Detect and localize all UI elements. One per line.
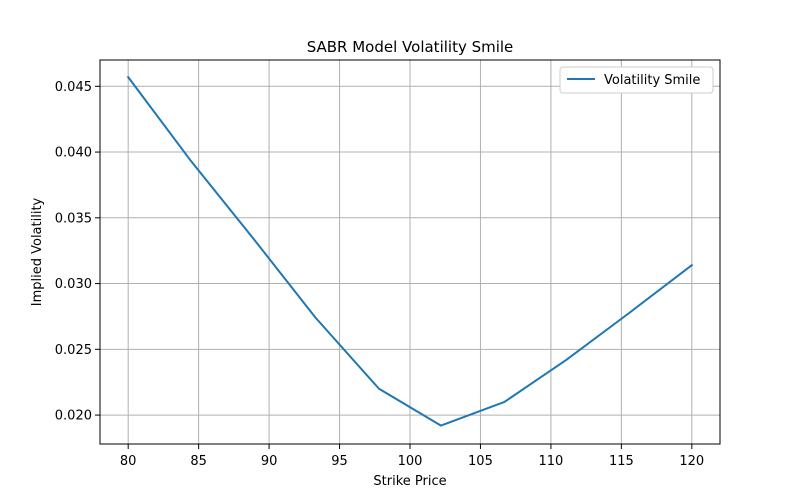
y-tick-label: 0.030 xyxy=(55,277,92,292)
chart-title: SABR Model Volatility Smile xyxy=(307,38,514,56)
legend-box xyxy=(559,66,714,94)
ticks-layer: 80 85 90 95 100 105 110 115 120 0.020 0.025 0.030 0.… xyxy=(55,80,704,469)
series-layer xyxy=(126,75,694,427)
x-tick-label: 105 xyxy=(468,454,493,469)
x-tick-label: 120 xyxy=(679,454,704,469)
x-tick-label: 80 xyxy=(120,454,137,469)
y-axis-title: Implied Volatility xyxy=(30,197,45,306)
legend-label: Volatility Smile xyxy=(604,73,700,88)
series-line-volatility-smile xyxy=(126,75,694,427)
x-tick-label: 95 xyxy=(331,454,348,469)
x-tick-label: 115 xyxy=(609,454,634,469)
x-tick-label: 90 xyxy=(261,454,278,469)
y-tick-label: 0.035 xyxy=(55,211,92,226)
x-tick-label: 85 xyxy=(190,454,207,469)
x-tick-label: 110 xyxy=(538,454,563,469)
legend: Volatility Smile xyxy=(559,66,714,94)
y-tick-label: 0.040 xyxy=(55,146,92,161)
grid-layer xyxy=(100,60,720,444)
y-tick-label: 0.020 xyxy=(55,409,92,424)
x-axis-title: Strike Price xyxy=(373,474,446,489)
y-tick-label: 0.045 xyxy=(55,80,92,95)
x-tick-label: 100 xyxy=(398,454,423,469)
y-tick-label: 0.025 xyxy=(55,343,92,358)
